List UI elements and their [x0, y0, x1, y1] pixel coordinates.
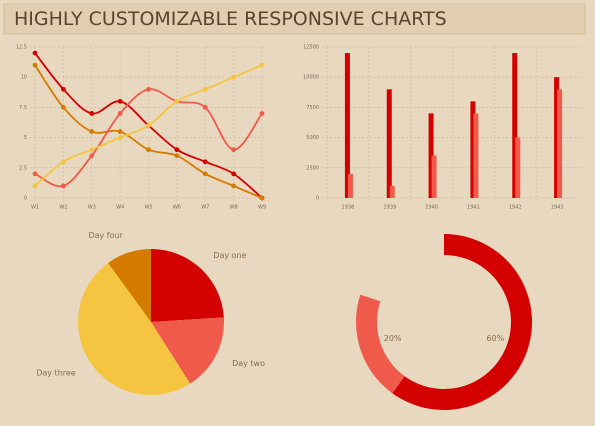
point: [60, 159, 66, 165]
point: [32, 171, 38, 177]
value-label: 60%: [486, 334, 504, 343]
x-tick-label: W9: [258, 205, 266, 211]
point: [146, 86, 151, 92]
point: [259, 111, 265, 116]
point: [231, 171, 237, 177]
y-tick-label: 12500: [303, 45, 319, 51]
point: [202, 86, 208, 92]
bar: [344, 53, 350, 198]
y-tick-label: 7.5: [19, 105, 27, 111]
slice-label: Day one: [213, 251, 246, 260]
point: [32, 183, 38, 189]
x-tick-label: W2: [59, 205, 67, 211]
x-tick-label: 1943: [551, 205, 564, 211]
point: [117, 98, 123, 104]
point: [174, 98, 180, 104]
y-tick-label: 12.5: [16, 45, 27, 51]
point: [32, 62, 38, 68]
value-label: 20%: [384, 334, 402, 343]
point: [259, 62, 265, 68]
point: [202, 159, 208, 165]
point: [231, 74, 237, 80]
y-tick-label: 5000: [306, 135, 319, 141]
x-tick-label: 1938: [342, 205, 355, 211]
point: [60, 105, 66, 110]
slice-label: Day four: [88, 231, 123, 240]
y-tick-label: 5: [24, 135, 27, 141]
point: [117, 129, 123, 134]
point: [32, 50, 38, 56]
point: [60, 86, 66, 92]
pie-slice: [78, 262, 191, 395]
slice-label: Day three: [36, 369, 76, 378]
point: [89, 153, 95, 159]
x-tick-label: 1939: [383, 205, 396, 211]
bar: [515, 137, 521, 198]
x-tick-label: W4: [116, 205, 124, 211]
y-tick-label: 2500: [306, 165, 319, 171]
page-title: HIGHLY CUSTOMIZABLE RESPONSIVE CHARTS: [14, 8, 447, 30]
x-tick-label: W1: [31, 205, 39, 211]
y-tick-label: 0: [24, 196, 27, 202]
bar: [386, 89, 392, 198]
point: [202, 105, 208, 110]
bar: [470, 101, 476, 198]
pie-slice: [151, 249, 224, 322]
point: [231, 147, 237, 153]
x-tick-label: 1942: [509, 205, 522, 211]
bar: [431, 155, 437, 198]
ring-segment: [356, 294, 405, 394]
bar: [473, 113, 479, 198]
x-tick-label: W7: [201, 205, 209, 211]
bar: [557, 89, 563, 198]
point: [117, 111, 123, 116]
bar: [428, 113, 434, 198]
point: [89, 147, 95, 153]
bar: [512, 53, 518, 198]
bar: [554, 77, 560, 198]
x-tick-label: W5: [144, 205, 152, 211]
point: [146, 147, 151, 153]
x-tick-label: 1941: [467, 205, 480, 211]
pie-slice: [108, 249, 151, 322]
ring-segment: [392, 234, 533, 411]
point: [117, 135, 123, 141]
y-tick-label: 10000: [303, 75, 319, 81]
y-tick-label: 0: [316, 196, 319, 202]
point: [174, 153, 180, 159]
bar: [347, 173, 353, 198]
point: [231, 183, 237, 189]
point: [89, 111, 95, 116]
point: [146, 123, 151, 128]
x-tick-label: W6: [173, 205, 181, 211]
x-tick-label: W3: [88, 205, 96, 211]
pie-slice: [151, 317, 224, 384]
point: [259, 195, 265, 201]
bar: [389, 185, 395, 198]
y-tick-label: 7500: [306, 105, 319, 111]
y-tick-label: 2.5: [19, 165, 27, 171]
x-tick-label: W8: [230, 205, 238, 211]
point: [174, 147, 180, 153]
slice-label: Day two: [232, 359, 265, 368]
x-tick-label: 1940: [425, 205, 438, 211]
title-bar: [3, 3, 586, 35]
point: [60, 183, 66, 189]
point: [202, 171, 208, 177]
point: [89, 129, 95, 134]
y-tick-label: 10: [21, 75, 27, 81]
